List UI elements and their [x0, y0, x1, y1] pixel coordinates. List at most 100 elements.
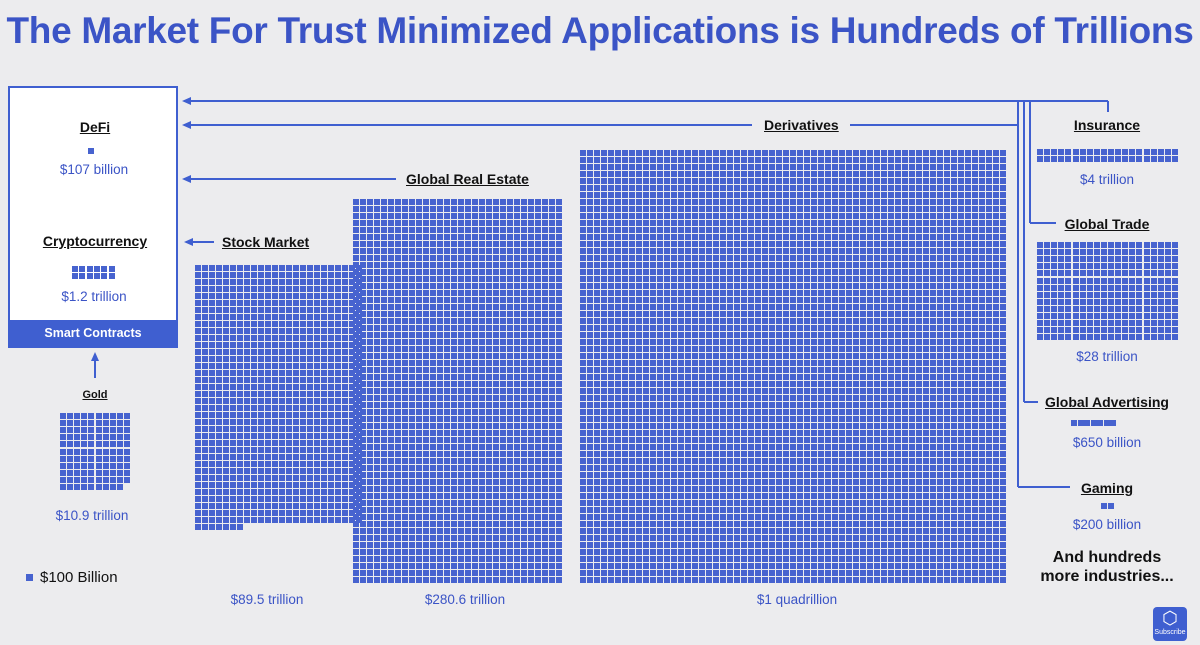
value-square — [937, 164, 943, 170]
value-square — [507, 206, 513, 212]
value-square — [353, 486, 359, 492]
value-square — [216, 454, 222, 460]
value-square — [272, 300, 278, 306]
value-square — [493, 549, 499, 555]
value-square — [458, 213, 464, 219]
value-square — [409, 472, 415, 478]
value-square — [272, 489, 278, 495]
value-square — [535, 276, 541, 282]
value-square — [528, 213, 534, 219]
value-square — [300, 363, 306, 369]
value-square — [451, 416, 457, 422]
value-square — [444, 388, 450, 394]
value-square — [500, 227, 506, 233]
value-square — [535, 500, 541, 506]
value-square — [60, 463, 66, 469]
value-square — [479, 297, 485, 303]
value-square — [328, 489, 334, 495]
value-square — [293, 307, 299, 313]
value-square — [409, 507, 415, 513]
value-square — [216, 342, 222, 348]
value-square — [622, 171, 628, 177]
value-square — [507, 423, 513, 429]
value-square — [307, 314, 313, 320]
value-square — [388, 451, 394, 457]
value-square — [293, 489, 299, 495]
value-square — [430, 556, 436, 562]
value-square — [342, 328, 348, 334]
value-square — [103, 449, 109, 455]
value-square — [783, 164, 789, 170]
value-square — [542, 360, 548, 366]
value-square — [279, 391, 285, 397]
value-square — [451, 304, 457, 310]
value-square — [542, 458, 548, 464]
value-square — [202, 391, 208, 397]
value-square — [202, 293, 208, 299]
value-square — [307, 496, 313, 502]
value-square — [307, 272, 313, 278]
value-square — [458, 479, 464, 485]
value-square — [395, 339, 401, 345]
value-square — [664, 171, 670, 177]
value-square — [521, 325, 527, 331]
value-square — [423, 430, 429, 436]
value-square — [374, 493, 380, 499]
value-square — [472, 507, 478, 513]
value-square — [300, 342, 306, 348]
value-square — [381, 528, 387, 534]
value-square — [713, 157, 719, 163]
value-square — [748, 171, 754, 177]
value-square — [601, 164, 607, 170]
value-square — [314, 356, 320, 362]
value-square — [769, 150, 775, 156]
value-square — [479, 577, 485, 583]
value-square — [549, 332, 555, 338]
value-square — [601, 171, 607, 177]
value-square — [237, 384, 243, 390]
value-square — [514, 360, 520, 366]
value-square — [321, 335, 327, 341]
value-square — [367, 269, 373, 275]
value-square — [549, 381, 555, 387]
value-square — [374, 430, 380, 436]
value-square — [416, 318, 422, 324]
value-square — [556, 549, 562, 555]
value-square — [230, 307, 236, 313]
value-square — [451, 402, 457, 408]
value-square — [458, 381, 464, 387]
value-square — [437, 479, 443, 485]
value-square — [804, 164, 810, 170]
value-square — [507, 325, 513, 331]
value-square — [528, 332, 534, 338]
value-square — [367, 409, 373, 415]
value-square — [374, 206, 380, 212]
value-square — [388, 542, 394, 548]
value-square — [67, 441, 73, 447]
value-square — [395, 479, 401, 485]
value-square — [472, 395, 478, 401]
value-square — [216, 328, 222, 334]
value-square — [458, 472, 464, 478]
value-square — [395, 577, 401, 583]
value-square — [437, 381, 443, 387]
value-square — [465, 528, 471, 534]
value-square — [360, 318, 366, 324]
value-square — [202, 503, 208, 509]
value-square — [202, 342, 208, 348]
value-square — [314, 440, 320, 446]
value-square — [528, 339, 534, 345]
value-square — [265, 412, 271, 418]
value-square — [314, 335, 320, 341]
value-square — [528, 514, 534, 520]
value-square — [486, 521, 492, 527]
value-square — [437, 437, 443, 443]
value-square — [209, 510, 215, 516]
value-square — [307, 517, 313, 523]
value-square — [74, 427, 80, 433]
value-square — [223, 307, 229, 313]
value-square — [444, 353, 450, 359]
value-square — [444, 493, 450, 499]
value-square — [458, 465, 464, 471]
value-square — [444, 213, 450, 219]
